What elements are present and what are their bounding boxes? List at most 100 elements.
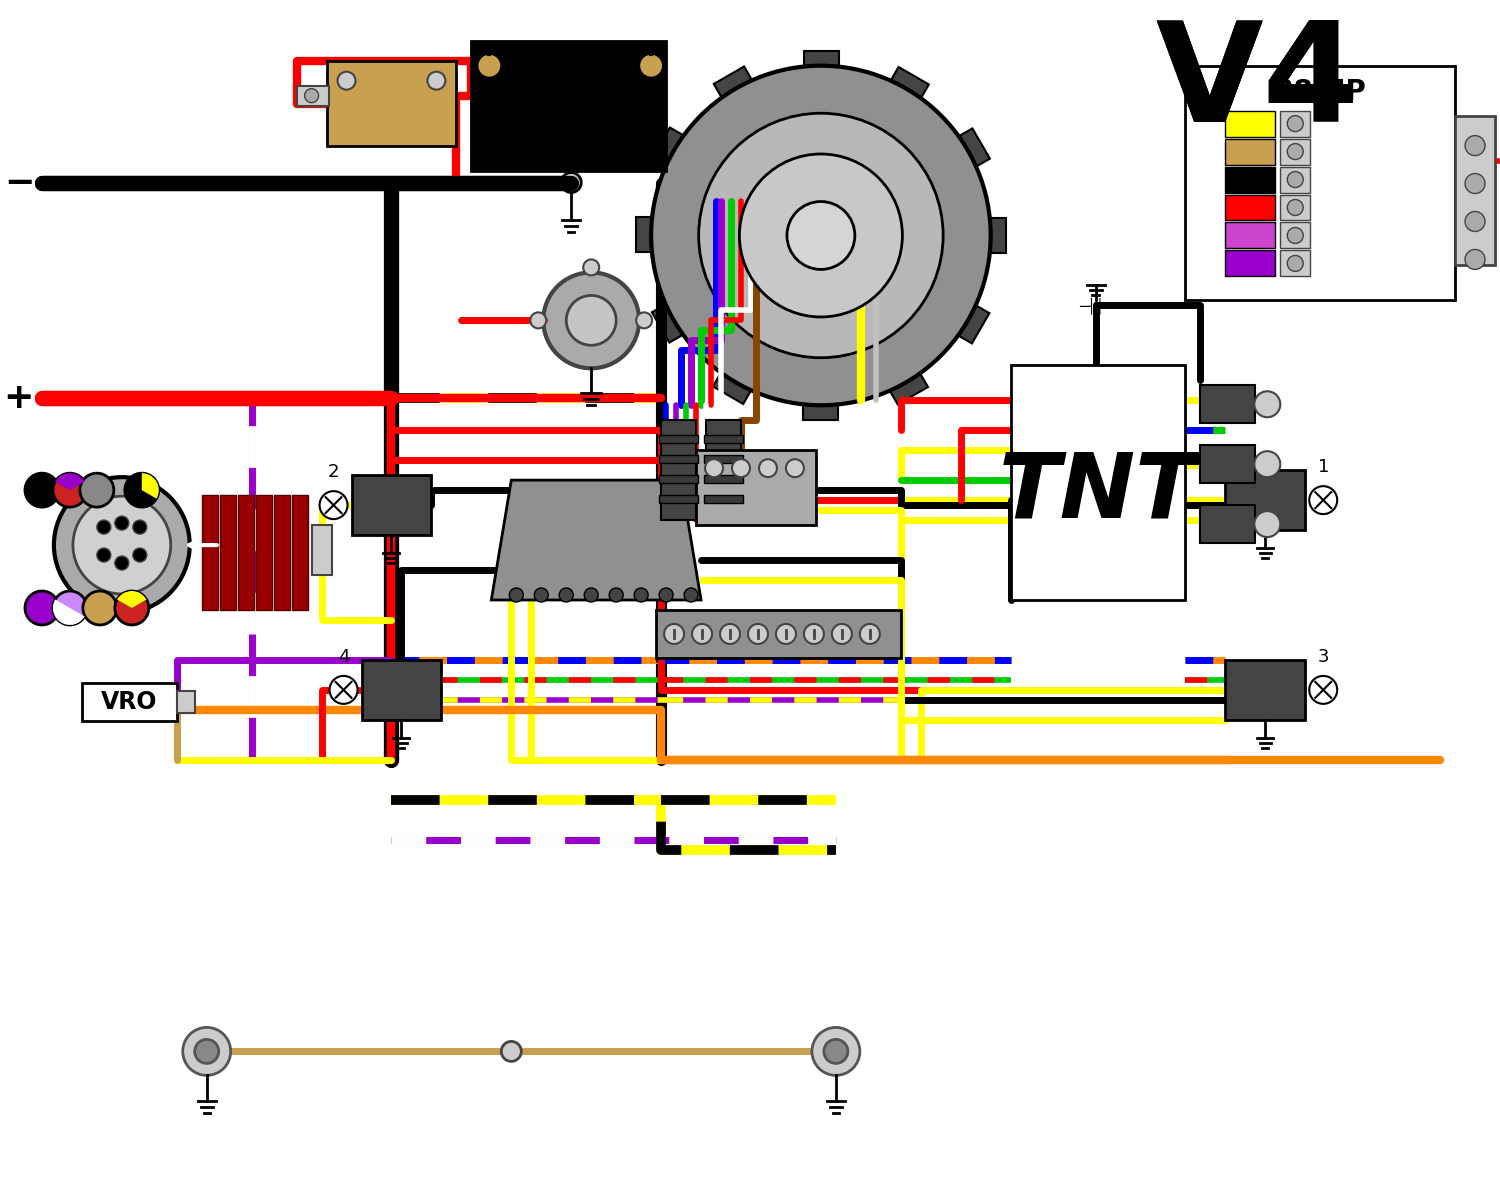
Circle shape: [567, 295, 616, 345]
Bar: [1281, 110, 1311, 136]
Bar: [802, 396, 838, 421]
Wedge shape: [56, 473, 84, 491]
Circle shape: [732, 459, 750, 478]
Circle shape: [584, 588, 598, 602]
Bar: [696, 450, 816, 525]
Circle shape: [1287, 228, 1304, 243]
Circle shape: [776, 624, 796, 643]
Bar: [1185, 65, 1455, 300]
Circle shape: [427, 71, 445, 90]
Bar: [327, 60, 456, 146]
Circle shape: [80, 473, 114, 507]
Bar: [658, 495, 698, 504]
Bar: [1281, 194, 1311, 220]
Bar: [471, 40, 666, 171]
Bar: [981, 218, 1005, 254]
Circle shape: [788, 201, 855, 269]
Circle shape: [786, 459, 804, 478]
Circle shape: [833, 624, 852, 643]
Text: 4: 4: [338, 648, 350, 666]
Circle shape: [53, 473, 87, 507]
Bar: [656, 610, 902, 658]
Circle shape: [134, 520, 147, 534]
Bar: [219, 495, 236, 610]
Circle shape: [534, 588, 549, 602]
Circle shape: [26, 473, 58, 507]
Circle shape: [561, 173, 580, 192]
Bar: [1226, 660, 1305, 719]
Bar: [1226, 470, 1305, 530]
Circle shape: [183, 1027, 231, 1075]
Circle shape: [53, 591, 87, 624]
Circle shape: [804, 624, 824, 643]
Bar: [951, 128, 990, 171]
Circle shape: [501, 1042, 522, 1062]
Circle shape: [859, 624, 880, 643]
Circle shape: [195, 1039, 219, 1063]
Circle shape: [748, 624, 768, 643]
Text: 1: 1: [1317, 459, 1329, 476]
Circle shape: [609, 588, 622, 602]
Circle shape: [740, 154, 903, 316]
Bar: [1226, 110, 1275, 136]
Bar: [362, 660, 441, 719]
Bar: [652, 300, 690, 342]
Circle shape: [812, 1027, 859, 1075]
Bar: [312, 525, 332, 575]
Text: +: +: [3, 382, 34, 415]
Bar: [704, 495, 742, 504]
Circle shape: [330, 675, 357, 704]
Bar: [652, 128, 690, 169]
Text: −: −: [3, 166, 34, 199]
Circle shape: [320, 491, 348, 519]
Circle shape: [98, 520, 111, 534]
Circle shape: [82, 591, 117, 624]
Text: TNT: TNT: [999, 449, 1197, 537]
Circle shape: [759, 459, 777, 478]
Circle shape: [560, 588, 573, 602]
Bar: [712, 366, 754, 404]
Circle shape: [74, 497, 171, 594]
Circle shape: [98, 547, 111, 562]
Circle shape: [636, 313, 652, 328]
Bar: [636, 218, 660, 252]
Bar: [1200, 505, 1256, 543]
Text: 88 HP: 88 HP: [1275, 78, 1366, 105]
Text: V4: V4: [1155, 15, 1359, 150]
Circle shape: [824, 1039, 848, 1063]
Circle shape: [584, 260, 598, 275]
Bar: [1281, 223, 1311, 249]
Circle shape: [1466, 250, 1485, 269]
Bar: [1011, 365, 1185, 600]
Circle shape: [1287, 143, 1304, 160]
Circle shape: [531, 313, 546, 328]
Wedge shape: [53, 600, 84, 624]
Circle shape: [1310, 486, 1336, 514]
Circle shape: [1287, 172, 1304, 187]
Circle shape: [651, 65, 990, 405]
Bar: [714, 66, 756, 104]
Circle shape: [338, 71, 356, 90]
Circle shape: [1466, 211, 1485, 231]
Bar: [704, 455, 742, 463]
Circle shape: [510, 588, 524, 602]
Circle shape: [1254, 511, 1281, 537]
Bar: [1226, 250, 1275, 276]
Circle shape: [634, 588, 648, 602]
Circle shape: [116, 556, 129, 570]
Bar: [1200, 385, 1256, 423]
Bar: [658, 475, 698, 483]
Bar: [1281, 250, 1311, 276]
Circle shape: [134, 547, 147, 562]
Bar: [885, 366, 928, 404]
Circle shape: [699, 114, 944, 358]
Polygon shape: [492, 480, 700, 600]
Text: VRO: VRO: [100, 690, 158, 713]
Bar: [1200, 446, 1256, 483]
Bar: [704, 475, 742, 483]
Circle shape: [639, 53, 663, 78]
Polygon shape: [1455, 116, 1496, 265]
Wedge shape: [142, 473, 159, 499]
Bar: [82, 683, 177, 720]
Circle shape: [116, 517, 129, 530]
